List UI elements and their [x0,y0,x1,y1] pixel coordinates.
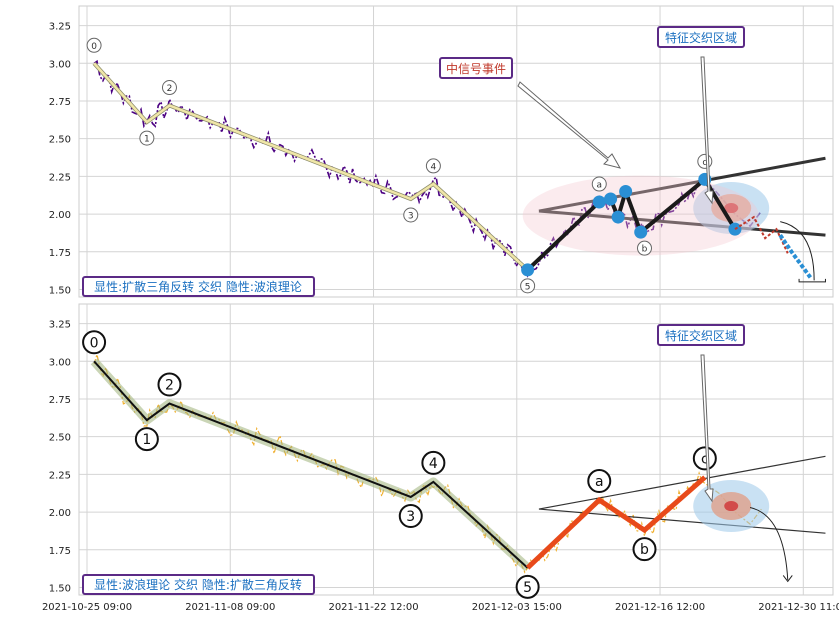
y-tick-label: 3.00 [49,59,71,70]
x-tick-label: 2021-11-22 12:00 [328,602,418,613]
impulse-wave-line [93,360,529,569]
projection-arrowhead [782,575,793,583]
y-tick-label: 3.25 [49,320,71,331]
feature-label-box [657,26,745,48]
wave-label: 5 [525,282,531,292]
y-tick-label: 2.50 [49,135,71,146]
signal-arrow [517,81,622,169]
plot-area [78,5,834,298]
wave-label: 4 [431,162,437,172]
panel-label: 显性:波浪理论 交织 隐性:扩散三角反转 [94,577,302,592]
wave-label: 2 [165,378,174,394]
wave-label-circle [86,37,102,53]
wave-label: c [701,451,709,467]
projection-curve [780,221,815,281]
turning-point-marker [611,210,625,224]
feature-arrow [700,354,714,503]
wave-label: 3 [408,211,414,221]
projection-blue-line [778,234,812,279]
wave-label: 2 [167,84,173,94]
feature-label: 特征交织区域 [665,328,737,343]
x-tick-label: 2021-12-03 15:00 [472,602,562,613]
projection-red-line [734,215,789,254]
wave-label-circle [637,240,652,256]
wave-label-circle [692,446,717,471]
turning-point-marker [521,263,535,277]
turning-point-marker [604,192,618,206]
y-tick-label: 2.25 [49,172,71,183]
panel-top: 3.25 3.00 2.75 2.50 2.25 2.00 1.75 1.50 0 1 2 3 4 5 a b… [49,5,834,298]
wave-label: c [702,158,707,168]
wave-label-circle [425,158,441,174]
feature-arrow [700,56,714,205]
wave-label-circle [403,207,419,223]
panel-label-box [82,574,315,595]
wave-label-circle [161,80,177,96]
wave-label: 0 [90,335,99,351]
y-tick-label: 1.50 [49,583,71,594]
panel-bottom: 3.25 3.00 2.75 2.50 2.25 2.00 1.75 1.50 0 1 2 3 4 5 a b… [42,303,839,613]
y-tick-label: 3.25 [49,22,71,33]
feature-zone-core [724,203,739,214]
y-tick-label: 2.75 [49,97,71,108]
y-tick-label: 2.50 [49,433,71,444]
signal-label: 中信号事件 [446,61,506,76]
y-tick-label: 1.50 [49,285,71,296]
x-tick-label: 2021-10-25 09:00 [42,602,132,613]
wave-label-circle [134,427,159,452]
y-tick-label: 1.75 [49,546,71,557]
wave-label: a [595,474,604,490]
projection-bracket [798,278,826,283]
y-tick-label: 2.75 [49,395,71,406]
wave-label-circle [632,537,657,562]
x-tick-label: 2021-11-08 09:00 [185,602,275,613]
y-tick-label: 2.00 [49,210,71,221]
wave-label-circle [398,503,423,528]
wave-label: b [640,542,649,558]
trend-upper-line [538,455,826,510]
x-tick-label: 2021-12-30 11:00 [758,602,839,613]
trend-upper-line [538,156,826,213]
wave-label-circle [587,469,612,494]
signal-label-box [439,57,513,79]
abc-wave-line [525,475,707,570]
wave-label: 0 [91,42,97,52]
turning-point-marker [592,195,606,209]
feature-zone-core [724,501,739,512]
wave-label: a [597,181,603,191]
y-tick-label: 1.75 [49,248,71,259]
y-tick-label: 2.00 [49,508,71,519]
y-tick-label: 2.25 [49,470,71,481]
wave-label: b [642,245,648,255]
wave-label-circle [520,278,536,294]
impulse-wave-line [93,62,529,271]
feature-label-box [657,324,745,346]
wave-label: 4 [429,456,438,472]
wave-label: 3 [406,509,415,525]
wave-label: 1 [144,135,150,145]
wave-label: 1 [142,432,151,448]
wave-label-circle [139,130,155,146]
plot-area [78,303,834,596]
wave-label-circle [421,450,446,475]
wave-label-circle [591,176,607,192]
signal-zone [522,175,759,256]
turning-point-marker [619,184,633,198]
turning-point-marker [634,225,648,239]
projection-curve [749,507,789,580]
panel-label: 显性:扩散三角反转 交织 隐性:波浪理论 [94,279,302,294]
y-tick-label: 3.00 [49,357,71,368]
wave-label-circle [157,372,182,397]
wave-label: 5 [523,580,532,596]
wave-label-circle [515,574,540,599]
panel-label-box [82,276,315,297]
wave-label-circle [82,330,107,355]
feature-label: 特征交织区域 [665,30,737,45]
x-tick-label: 2021-12-16 12:00 [615,602,705,613]
